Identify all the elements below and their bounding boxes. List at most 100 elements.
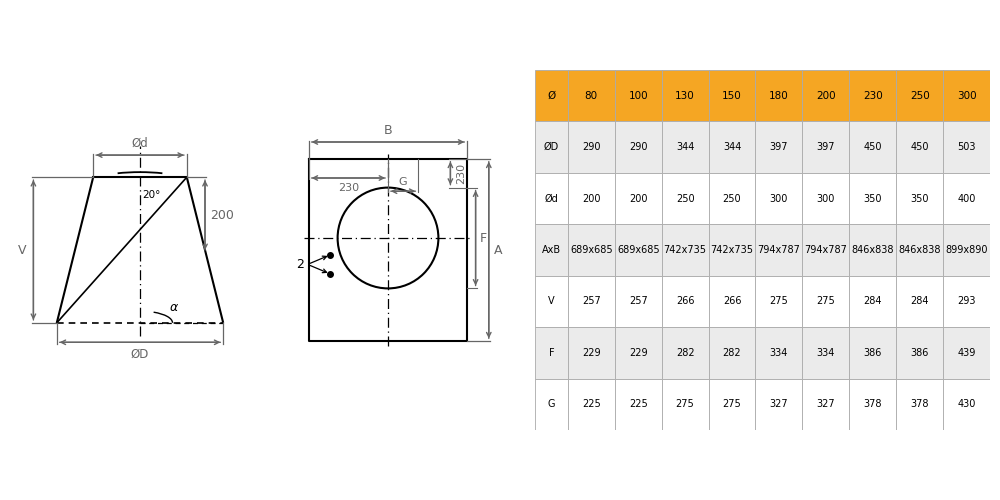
Text: 350: 350 [863, 194, 882, 203]
Bar [535, 327, 568, 378]
Text: 386: 386 [864, 348, 882, 358]
Text: Ø: Ø [547, 90, 556, 101]
Bar [615, 327, 662, 378]
Text: 503: 503 [957, 142, 976, 152]
Text: 430: 430 [957, 400, 976, 409]
Text: α: α [170, 300, 178, 314]
Text: G: G [399, 177, 407, 187]
Text: 200: 200 [582, 194, 601, 203]
Bar [943, 378, 990, 430]
Bar [615, 173, 662, 225]
Bar [568, 122, 615, 173]
Bar [802, 327, 849, 378]
Text: 334: 334 [817, 348, 835, 358]
Bar [535, 70, 568, 122]
Text: 229: 229 [629, 348, 648, 358]
Bar [662, 224, 709, 276]
Text: 257: 257 [629, 296, 648, 306]
Text: 229: 229 [582, 348, 601, 358]
Bar [896, 70, 943, 122]
Bar [849, 70, 896, 122]
Bar [943, 122, 990, 173]
Text: 275: 275 [770, 296, 788, 306]
Bar [896, 224, 943, 276]
Text: 794x787: 794x787 [757, 245, 800, 255]
Bar [896, 122, 943, 173]
Text: 266: 266 [723, 296, 741, 306]
Bar [849, 378, 896, 430]
Bar [896, 276, 943, 327]
Text: G: G [548, 400, 555, 409]
Text: V: V [18, 244, 27, 256]
Bar [755, 327, 802, 378]
Bar [568, 378, 615, 430]
Bar [943, 224, 990, 276]
Bar [709, 224, 755, 276]
Text: 742x735: 742x735 [664, 245, 707, 255]
Bar [535, 122, 568, 173]
Text: F: F [549, 348, 554, 358]
Bar [662, 70, 709, 122]
Bar [896, 378, 943, 430]
Text: 150: 150 [722, 90, 742, 101]
Text: 200: 200 [210, 208, 234, 222]
Text: F: F [480, 232, 487, 244]
Bar [615, 224, 662, 276]
Bar [755, 70, 802, 122]
Bar [943, 327, 990, 378]
Text: 450: 450 [863, 142, 882, 152]
Text: 266: 266 [676, 296, 694, 306]
Bar [802, 276, 849, 327]
Bar [849, 276, 896, 327]
Text: 257: 257 [582, 296, 601, 306]
Bar [896, 173, 943, 225]
Text: 275: 275 [676, 400, 694, 409]
Text: 378: 378 [910, 400, 929, 409]
Bar [709, 276, 755, 327]
Bar [662, 173, 709, 225]
Text: 80: 80 [585, 90, 598, 101]
Text: 250: 250 [676, 194, 694, 203]
Text: 327: 327 [817, 400, 835, 409]
Bar [755, 122, 802, 173]
Bar [535, 173, 568, 225]
Bar [615, 378, 662, 430]
Text: 225: 225 [582, 400, 601, 409]
Text: 397: 397 [817, 142, 835, 152]
Text: 846x838: 846x838 [851, 245, 894, 255]
Bar [662, 327, 709, 378]
Text: 386: 386 [910, 348, 929, 358]
Text: B: B [384, 124, 392, 136]
Bar [568, 276, 615, 327]
Text: 230: 230 [338, 183, 359, 193]
Bar [615, 122, 662, 173]
Text: 400: 400 [957, 194, 976, 203]
Bar [662, 122, 709, 173]
Text: AxB: AxB [542, 245, 561, 255]
Bar [755, 224, 802, 276]
Bar [802, 378, 849, 430]
Bar [709, 327, 755, 378]
Bar [615, 276, 662, 327]
Text: 290: 290 [582, 142, 601, 152]
Bar [755, 276, 802, 327]
Text: 293: 293 [957, 296, 976, 306]
Text: 300: 300 [957, 90, 976, 101]
Bar [568, 173, 615, 225]
Bar [568, 224, 615, 276]
Text: 2: 2 [296, 258, 304, 271]
Text: 20°: 20° [143, 190, 161, 200]
Bar [896, 327, 943, 378]
Text: Ød: Ød [132, 136, 148, 149]
Bar [615, 70, 662, 122]
Text: 344: 344 [676, 142, 694, 152]
Bar [535, 276, 568, 327]
Bar [802, 122, 849, 173]
Text: 334: 334 [770, 348, 788, 358]
Text: 275: 275 [816, 296, 835, 306]
Text: 284: 284 [910, 296, 929, 306]
Bar [709, 173, 755, 225]
Text: 327: 327 [770, 400, 788, 409]
Bar [943, 276, 990, 327]
Bar [709, 122, 755, 173]
